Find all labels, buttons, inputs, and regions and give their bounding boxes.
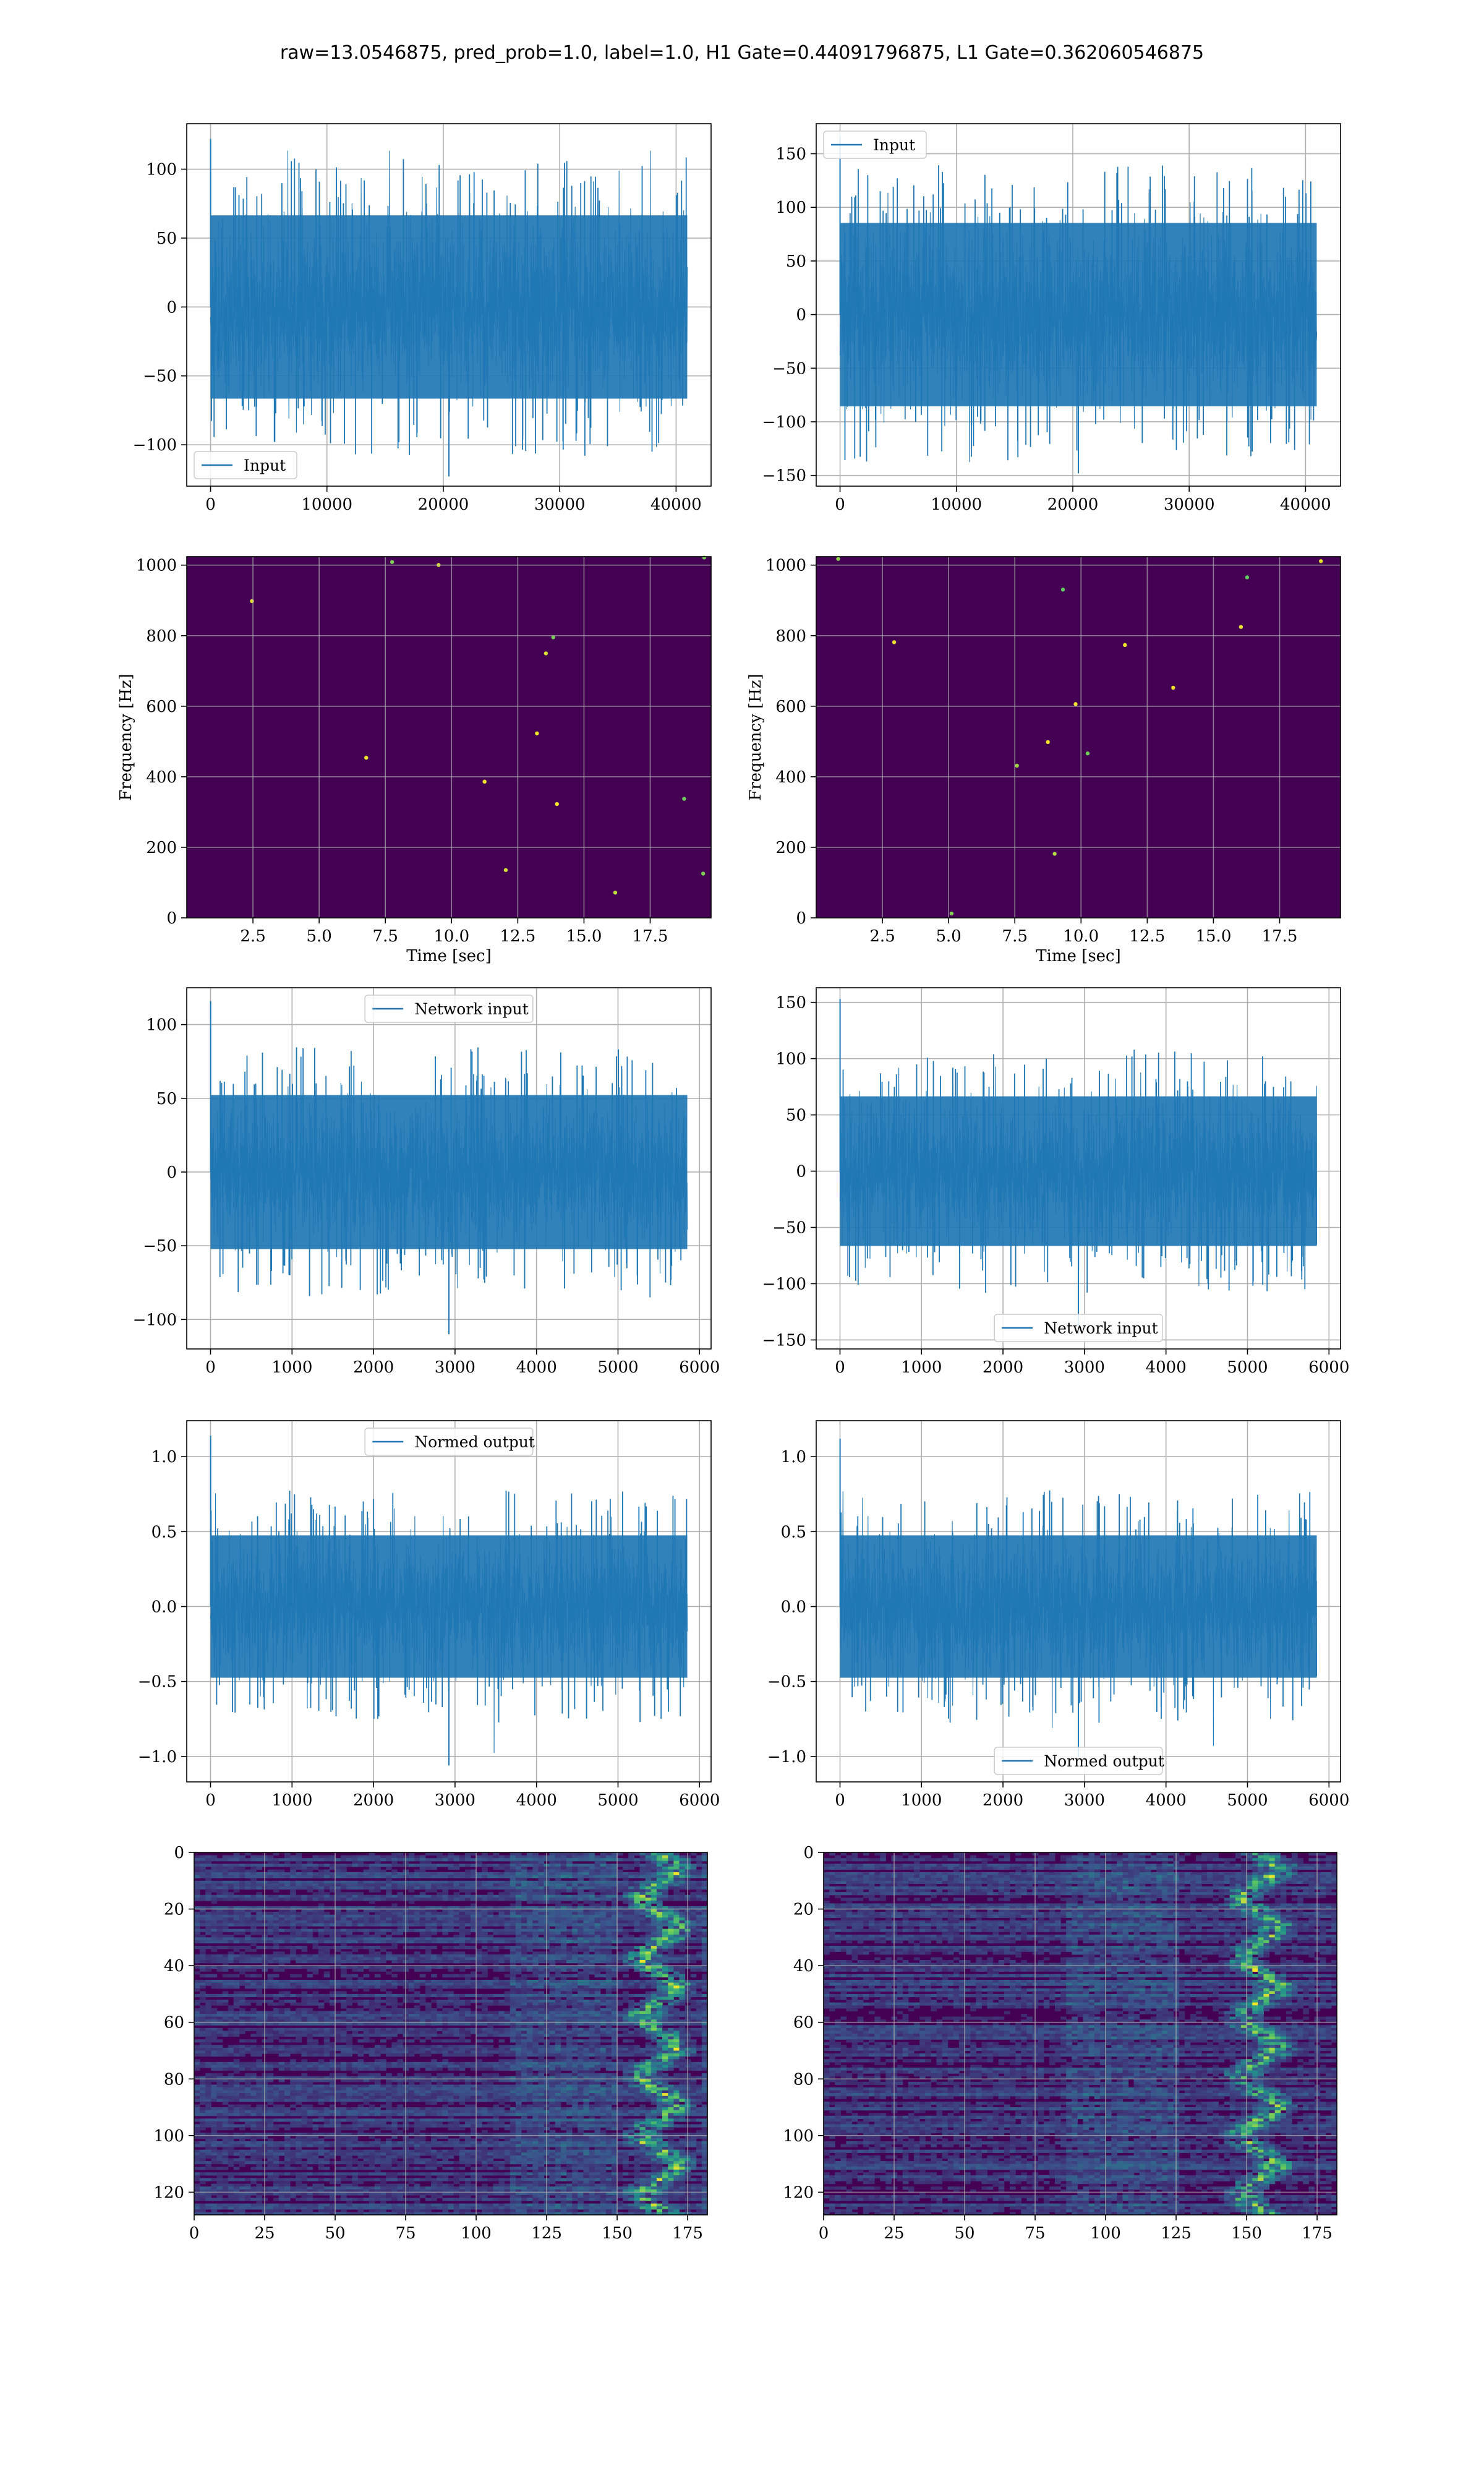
x-tick-label: 10.0	[433, 927, 469, 946]
y-tick-label: 800	[146, 627, 177, 646]
legend: Input	[194, 452, 297, 479]
x-tick-label: 10000	[301, 495, 352, 514]
spectrogram-background	[816, 557, 1341, 918]
y-tick-label: −150	[762, 467, 806, 486]
l1-spectrogram-plot: 2.5 5.0 7.5 10.0 12.5 15.0 17.5020040060080010…	[746, 557, 1341, 965]
spectrogram-hotspot	[544, 651, 548, 655]
spectrogram-cells	[187, 555, 711, 918]
y-tick-label: −50	[772, 359, 806, 378]
x-tick-label: 5.0	[306, 927, 331, 946]
x-tick-label: 10000	[931, 495, 982, 514]
spectrogram-hotspot	[682, 797, 686, 800]
x-tick-label: 2.5	[240, 927, 265, 946]
y-tick-label: 200	[146, 839, 177, 857]
y-tick-label: 0	[166, 298, 177, 317]
x-tick-label: 30000	[534, 495, 586, 514]
spectrogram-hotspot	[364, 756, 368, 760]
x-tick-label: 40000	[650, 495, 702, 514]
y-tick-label: 600	[146, 698, 177, 716]
l1-input-plot: 0 10000 20000 30000 40000 −150 −100 −50 0 50 100 15…	[762, 124, 1341, 514]
x-tick-label: 0	[835, 495, 845, 514]
spectrogram-hotspot	[613, 891, 617, 894]
x-tick-label: 17.5	[633, 927, 668, 946]
y-tick-label: −50	[143, 367, 177, 386]
y-tick-label: 50	[156, 229, 177, 248]
legend: Input	[824, 131, 926, 158]
spectrogram-hotspot	[483, 780, 487, 784]
spectrogram-hotspot	[555, 802, 559, 806]
x-tick-label: 0	[205, 495, 216, 514]
y-tick-label: 100	[775, 199, 806, 217]
x-tick-label: 15.0	[566, 927, 602, 946]
y-tick-label: 100	[146, 161, 177, 179]
spectrogram-hotspot	[504, 868, 508, 872]
x-tick-label: 12.5	[500, 927, 535, 946]
h1-spectrogram-plot: 2.5 5.0 7.5 10.0 12.5 15.0 17.5 0 200 400 600 800 10…	[117, 555, 711, 965]
x-tick-label: 20000	[1047, 495, 1099, 514]
legend-label: Input	[244, 456, 286, 474]
y-tick-label: 1000	[136, 557, 177, 575]
y-tick-label: 400	[146, 768, 177, 787]
x-tick-label: 20000	[418, 495, 469, 514]
spectrogram-hotspot	[390, 560, 394, 563]
y-tick-label: −100	[133, 436, 177, 455]
spectrogram-hotspot	[702, 555, 706, 559]
y-tick-label: 150	[775, 145, 806, 164]
x-axis-label: Time [sec]	[406, 947, 492, 965]
h1-input-plot: 0 10000 20000 30000 40000 −100 −50 0 50 100 Input	[133, 124, 711, 514]
spectrogram-hotspot	[701, 871, 705, 875]
y-tick-label: −100	[762, 413, 806, 432]
x-tick-label: 30000	[1164, 495, 1215, 514]
spectrogram-hotspot	[535, 732, 539, 735]
x-tick-label: 40000	[1280, 495, 1331, 514]
x-tick-label: 7.5	[373, 927, 398, 946]
y-axis-label: Frequency [Hz]	[117, 674, 135, 801]
spectrogram-cells	[816, 557, 1341, 918]
spectrogram-background	[187, 557, 711, 918]
y-tick-label: 50	[786, 252, 806, 271]
y-tick-label: 0	[796, 306, 806, 325]
legend-label: Input	[873, 136, 915, 154]
y-tick-label: 0	[166, 909, 177, 928]
